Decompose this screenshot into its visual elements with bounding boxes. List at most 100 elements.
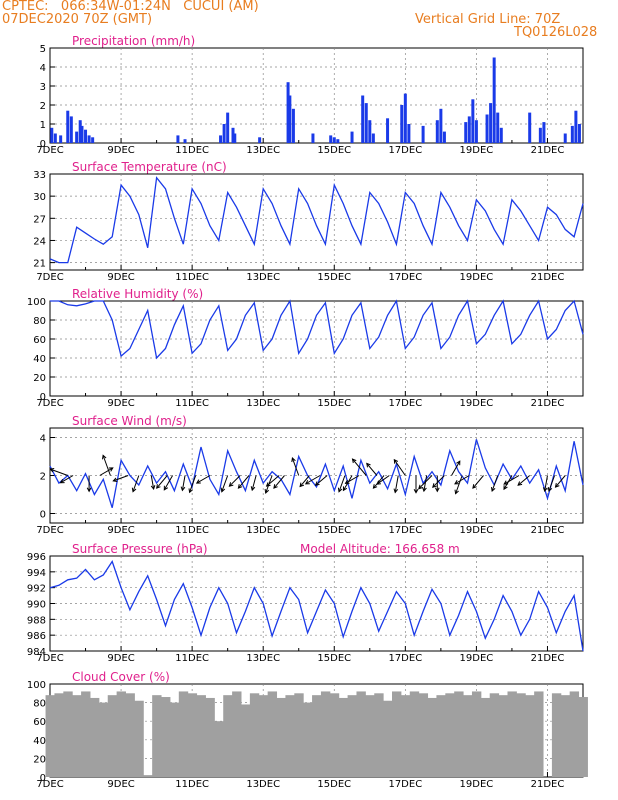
wind-arrowhead: [393, 488, 399, 494]
wind-arrowhead: [273, 484, 278, 489]
precip-bar: [407, 124, 411, 143]
wind-arrow: [156, 475, 168, 489]
wind-arrow: [394, 475, 399, 493]
temp-xtick-label: 19DEC: [460, 272, 494, 283]
cloud-fill: [525, 695, 535, 777]
cloud-fill: [312, 695, 322, 777]
wind-arrowhead: [163, 485, 169, 491]
cloud-ytick-label: 0: [40, 773, 46, 784]
cloud-fill: [161, 697, 171, 777]
wind-arrowhead: [250, 486, 256, 492]
wind-arrowhead: [542, 487, 548, 493]
cloud-fill: [134, 700, 144, 777]
cloud-fill: [507, 691, 517, 777]
cloud-fill: [107, 695, 118, 777]
pres-xtick-label: 19DEC: [460, 653, 494, 664]
cloud-xtick-label: 9DEC: [107, 779, 134, 790]
cloud-fill: [365, 695, 375, 777]
wind-arrowhead: [376, 480, 381, 485]
wind-ytick-label: 0: [40, 510, 46, 521]
precip-bar: [50, 127, 54, 143]
wind-arrow: [60, 475, 74, 484]
cloud-fill: [427, 697, 437, 777]
cloud-fill: [63, 691, 73, 777]
pres-ytick-label: 986: [27, 631, 46, 642]
temp-ytick-label: 33: [33, 170, 46, 181]
wind-line: [49, 439, 584, 508]
cloud-fill: [258, 695, 269, 777]
wind-arrow: [99, 467, 114, 476]
wind-arrowhead: [454, 480, 460, 485]
precip-xtick-label: 9DEC: [107, 145, 134, 156]
precip-bar: [87, 135, 91, 143]
wind-ytick-label: 4: [40, 434, 46, 445]
pres-ytick-label: 992: [27, 584, 46, 595]
precip-bar: [80, 125, 84, 143]
pres-xtick-label: 21DEC: [531, 653, 565, 664]
wind-arrow: [503, 475, 520, 485]
precip-bar: [286, 82, 290, 143]
precip-bar: [84, 129, 88, 143]
wind-arrow: [113, 475, 129, 482]
wind-arrowhead: [456, 460, 461, 466]
precip-bar: [350, 131, 354, 143]
precip-bar: [474, 120, 478, 143]
precip-bar: [329, 135, 333, 143]
precip-bar: [291, 108, 295, 143]
wind-xtick-label: 11DEC: [175, 525, 209, 536]
rh-xtick-label: 11DEC: [175, 398, 209, 409]
cloud-fill: [551, 693, 562, 777]
wind-title: Surface Wind (m/s): [72, 414, 187, 428]
wind-arrow: [102, 455, 111, 476]
precip-bar: [59, 135, 63, 143]
wind-arrowhead: [344, 479, 350, 484]
wind-arrow: [393, 459, 406, 476]
cloud-fill: [471, 691, 482, 777]
temp-xtick-label: 7DEC: [36, 272, 63, 283]
cloud-xtick-label: 7DEC: [36, 779, 63, 790]
wind-arrowhead: [102, 454, 107, 460]
precip-bar: [442, 131, 446, 143]
precip-bar: [233, 133, 237, 143]
wind-arrowhead: [314, 481, 320, 486]
precip-bar: [258, 137, 262, 143]
cloud-fill: [152, 695, 162, 777]
wind-xtick-label: 9DEC: [107, 525, 134, 536]
cloud-xtick-label: 11DEC: [175, 779, 209, 790]
precip-bar: [570, 125, 574, 143]
wind-arrow: [472, 475, 484, 489]
wind-arrowhead: [180, 486, 186, 492]
rh-ytick-label: 40: [33, 354, 46, 365]
wind-arrow: [345, 475, 360, 484]
pres-xtick-label: 9DEC: [107, 653, 134, 664]
cloud-fill: [347, 695, 357, 777]
cloud-fill: [489, 693, 500, 777]
precip-bar: [464, 122, 468, 143]
rh-frame: [49, 300, 584, 397]
rh-xtick-label: 17DEC: [388, 398, 422, 409]
cloud-fill: [560, 695, 571, 777]
rh-xtick-label: 7DEC: [36, 398, 63, 409]
temp-xtick-label: 21DEC: [531, 272, 565, 283]
precip-ytick-label: 1: [40, 120, 46, 131]
wind-arrowhead: [491, 487, 496, 492]
rh-ytick-label: 80: [33, 316, 46, 327]
wind-arrow: [432, 475, 445, 488]
wind-arrow: [423, 475, 428, 492]
wind-arrow: [251, 475, 257, 491]
wind-arrow: [132, 475, 140, 492]
cloud-fill: [223, 695, 233, 777]
precip-bar: [435, 120, 439, 143]
wind-arrow: [291, 457, 300, 476]
wind-arrow: [418, 475, 433, 490]
precip-bar: [563, 133, 567, 143]
cloud-fill: [534, 691, 544, 777]
cloud-ytick-label: 100: [27, 680, 46, 691]
rh-xtick-label: 21DEC: [531, 398, 565, 409]
pres-ytick-label: 994: [27, 568, 46, 579]
wind-arrowhead: [299, 482, 305, 488]
wind-arrowhead: [517, 481, 523, 486]
cloud-fill: [169, 702, 180, 777]
cloud-fill: [205, 697, 215, 777]
wind-arrowhead: [264, 488, 270, 494]
